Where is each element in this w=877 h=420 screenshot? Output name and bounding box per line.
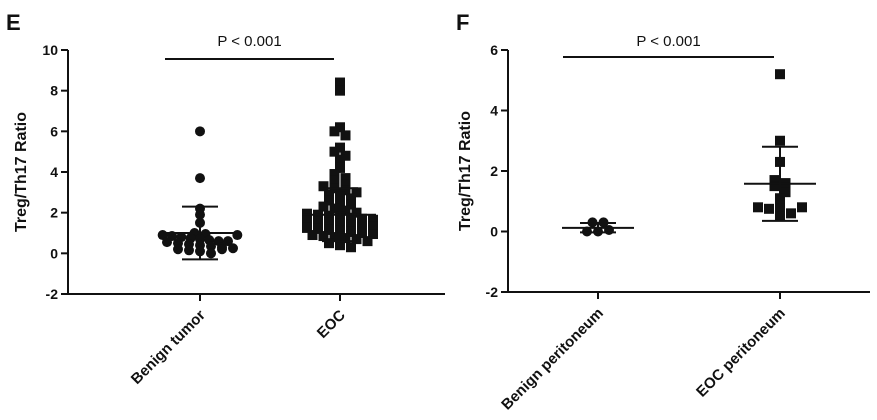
data-point bbox=[329, 232, 340, 243]
data-point bbox=[206, 241, 216, 252]
data-point bbox=[313, 216, 323, 227]
data-point bbox=[368, 221, 378, 232]
data-point bbox=[173, 244, 183, 255]
y-tick-label: 10 bbox=[42, 42, 58, 58]
data-point bbox=[318, 201, 329, 212]
data-point bbox=[340, 205, 351, 216]
data-point bbox=[302, 215, 312, 226]
y-tick-label: 8 bbox=[50, 83, 58, 99]
data-point bbox=[329, 203, 340, 214]
y-tick-label: 0 bbox=[50, 245, 58, 261]
panel-letter: E bbox=[6, 10, 21, 35]
data-point bbox=[329, 146, 340, 157]
significance-label: P < 0.001 bbox=[636, 33, 700, 50]
data-point bbox=[346, 212, 356, 223]
data-point bbox=[324, 238, 334, 249]
data-point bbox=[340, 179, 351, 190]
y-tick-label: 2 bbox=[50, 205, 58, 221]
y-axis-title: Treg/Th17 Ratio bbox=[457, 111, 474, 231]
data-point bbox=[368, 229, 378, 240]
y-axis-title: Treg/Th17 Ratio bbox=[13, 112, 30, 232]
data-point bbox=[324, 224, 334, 235]
panel-letter: F bbox=[456, 10, 469, 35]
data-point bbox=[329, 169, 340, 180]
significance-label: P < 0.001 bbox=[217, 33, 281, 50]
data-point bbox=[797, 202, 807, 213]
x-category-label: EOC peritoneum bbox=[693, 305, 789, 401]
data-point bbox=[357, 220, 367, 231]
data-point bbox=[786, 208, 796, 219]
data-point bbox=[769, 181, 780, 192]
data-point bbox=[162, 237, 172, 248]
data-point bbox=[223, 236, 233, 247]
x-category-label: EOC bbox=[314, 307, 349, 342]
data-point bbox=[340, 185, 351, 196]
data-point bbox=[346, 226, 356, 237]
data-point bbox=[335, 85, 345, 96]
data-point bbox=[753, 202, 763, 213]
x-category-label: Benign peritoneum bbox=[498, 305, 607, 414]
data-point bbox=[195, 126, 205, 137]
data-point bbox=[351, 207, 362, 218]
data-point bbox=[357, 213, 367, 224]
data-point bbox=[184, 245, 194, 256]
data-point bbox=[324, 217, 334, 228]
data-point bbox=[302, 222, 312, 233]
data-point bbox=[335, 162, 345, 173]
data-point bbox=[324, 210, 334, 221]
data-point bbox=[217, 244, 227, 255]
data-point bbox=[324, 189, 334, 200]
data-point bbox=[340, 130, 351, 141]
data-point bbox=[346, 219, 356, 230]
data-point bbox=[346, 199, 356, 210]
data-point bbox=[775, 69, 785, 80]
data-point bbox=[335, 240, 345, 251]
data-point bbox=[335, 122, 345, 133]
y-tick-label: 6 bbox=[50, 123, 58, 139]
y-tick-label: 4 bbox=[50, 164, 58, 180]
data-point bbox=[351, 187, 362, 198]
data-point bbox=[346, 242, 356, 253]
y-tick-label: 0 bbox=[490, 224, 498, 240]
data-point bbox=[302, 208, 312, 219]
data-point bbox=[340, 233, 351, 244]
data-point bbox=[232, 230, 243, 241]
y-tick-label: 4 bbox=[490, 103, 498, 119]
data-point bbox=[335, 77, 345, 88]
y-tick-label: -2 bbox=[486, 284, 499, 300]
data-point bbox=[604, 224, 614, 235]
y-tick-label: -2 bbox=[46, 286, 59, 302]
data-point bbox=[775, 135, 785, 146]
data-point bbox=[335, 154, 345, 165]
data-point bbox=[206, 248, 216, 259]
data-point bbox=[368, 214, 378, 225]
data-point bbox=[340, 173, 351, 184]
data-point bbox=[764, 203, 774, 214]
y-tick-label: 2 bbox=[490, 163, 498, 179]
x-category-label: Benign tumor bbox=[128, 307, 209, 388]
data-point bbox=[340, 150, 351, 161]
data-point bbox=[313, 223, 323, 234]
data-point bbox=[351, 234, 362, 245]
data-point bbox=[362, 236, 373, 247]
data-point bbox=[335, 142, 345, 153]
chart-panel-e: E -2 0 2 4 6 8 10 Treg/Th17 Ratio Benign tumor EOC… bbox=[6, 10, 445, 388]
data-point bbox=[780, 187, 791, 198]
data-point bbox=[318, 231, 329, 242]
chart-panel-f: F -2 0 2 4 6 Treg/Th17 Ratio Benign peritoneum E… bbox=[456, 10, 870, 413]
data-point bbox=[346, 193, 356, 204]
data-point bbox=[329, 126, 340, 137]
data-point bbox=[195, 173, 205, 184]
data-point bbox=[307, 230, 318, 241]
data-point bbox=[357, 228, 367, 238]
data-point bbox=[324, 195, 334, 206]
data-point bbox=[329, 175, 340, 186]
data-point bbox=[769, 175, 780, 186]
data-point bbox=[228, 243, 238, 254]
data-point bbox=[318, 181, 329, 192]
y-tick-label: 6 bbox=[490, 42, 498, 58]
